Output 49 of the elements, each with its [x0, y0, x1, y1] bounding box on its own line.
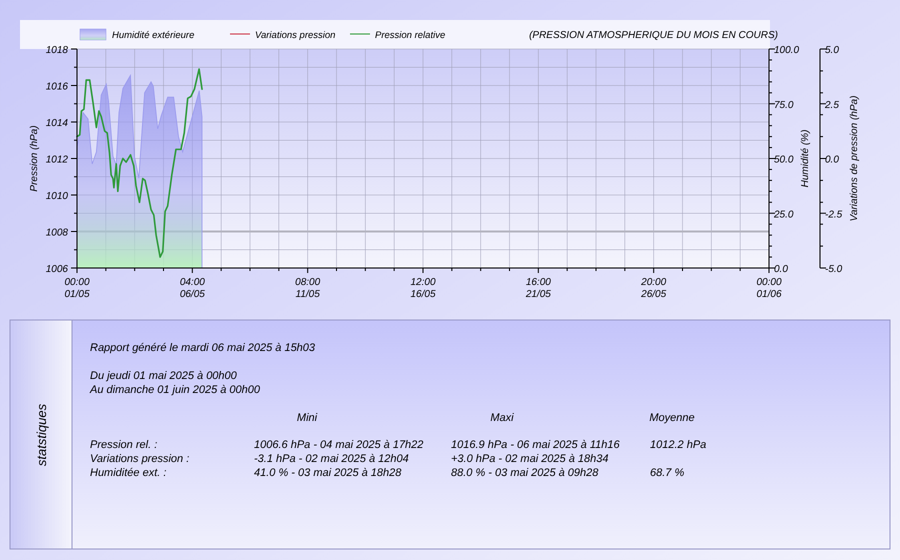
x-tick-label: 04:00 06/05: [180, 277, 206, 300]
chart-title: (PRESSION ATMOSPHERIQUE DU MOIS EN COURS): [529, 30, 778, 41]
x-tick-label: 08:00 11/05: [295, 277, 321, 300]
y-tick-label: 1010: [46, 191, 68, 202]
text: Humiditée ext. :: [90, 467, 166, 479]
text: 41.0 % - 03 mai 2025 à 18h28: [254, 467, 402, 479]
x-tick-label: 16:00 21/05: [524, 277, 552, 300]
text: Moyenne: [649, 412, 695, 424]
text: -3.1 hPa - 02 mai 2025 à 12h04: [254, 453, 409, 465]
x-tick-label: 12:00 16/05: [410, 277, 436, 300]
y2-tick-label: 25.0: [773, 209, 794, 220]
y-tick-label: 1008: [46, 228, 68, 238]
y3-tick-label: 5.0: [825, 45, 840, 56]
text: Rapport généré le mardi 06 mai 2025 à 15h03: [90, 342, 316, 354]
y2-tick-label: 50.0: [774, 154, 794, 166]
y3-tick-label: 0.0: [825, 154, 840, 166]
y-tick-label: 1018: [46, 45, 68, 56]
text: Pression rel. :: [90, 439, 158, 451]
text: 88.0 % - 03 mai 2025 à 09h28: [451, 467, 600, 479]
y2-axis-title: Humidité (%): [800, 130, 811, 188]
text: Variations pression :: [90, 453, 190, 465]
y-axis-title: Pression (hPa): [29, 125, 40, 192]
x-tick-label: 00:00 01/05: [64, 277, 90, 300]
y-tick-label: 1014: [46, 118, 68, 129]
y-tick-label: 1012: [46, 154, 68, 166]
y3-tick-label: -5.0: [825, 264, 843, 275]
y-tick-label: 1016: [46, 82, 68, 92]
y3-axis-title: Variations de pression (hPa): [849, 96, 860, 222]
x-tick-label: 20:00 26/05: [640, 277, 667, 300]
text: 1006.6 hPa - 04 mai 2025 à 17h22: [254, 439, 424, 451]
text: statstiques: [34, 403, 49, 466]
legend-label: Humidité extérieure: [112, 30, 194, 41]
text: 68.7 %: [650, 467, 684, 479]
y3-tick-label: 2.5: [824, 100, 840, 111]
text: 1012.2 hPa: [650, 439, 706, 451]
text: Du jeudi 01 mai 2025 à 00h00: [90, 370, 238, 382]
y2-tick-label: 0.0: [774, 264, 788, 275]
legend-label: Pression relative: [375, 30, 446, 41]
text: +3.0 hPa - 02 mai 2025 à 18h34: [451, 453, 608, 465]
text: Maxi: [490, 412, 514, 424]
legend-label: Variations pression: [255, 30, 336, 41]
y3-tick-label: -2.5: [825, 209, 843, 220]
text: Mini: [296, 412, 318, 424]
x-tick-label: 00:00 01/06: [756, 277, 782, 300]
y2-tick-label: 75.0: [774, 100, 794, 111]
text: 1016.9 hPa - 06 mai 2025 à 11h16: [451, 439, 620, 451]
y-tick-label: 1006: [46, 264, 68, 275]
y2-tick-label: 100.0: [774, 45, 800, 56]
text: Au dimanche 01 juin 2025 à 00h00: [89, 384, 261, 396]
